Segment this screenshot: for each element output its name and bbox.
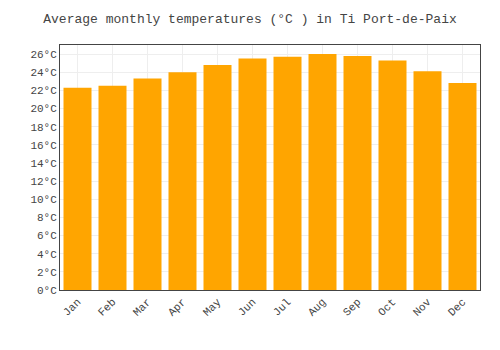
svg-text:26°C: 26°C <box>30 49 57 61</box>
svg-text:Average monthly temperatures (: Average monthly temperatures (°C ) in Ti… <box>43 12 457 27</box>
svg-text:Apr: Apr <box>166 296 188 318</box>
svg-text:6°C: 6°C <box>37 230 57 242</box>
svg-text:May: May <box>201 296 224 319</box>
svg-text:Oct: Oct <box>376 296 398 318</box>
svg-text:Dec: Dec <box>446 296 468 318</box>
svg-text:14°C: 14°C <box>30 158 57 170</box>
svg-text:Mar: Mar <box>131 296 153 318</box>
svg-text:22°C: 22°C <box>30 85 57 97</box>
svg-text:8°C: 8°C <box>37 212 57 224</box>
svg-text:20°C: 20°C <box>30 103 57 115</box>
svg-text:2°C: 2°C <box>37 267 57 279</box>
svg-text:16°C: 16°C <box>30 140 57 152</box>
svg-text:10°C: 10°C <box>30 194 57 206</box>
svg-text:24°C: 24°C <box>30 67 57 79</box>
svg-text:Jun: Jun <box>236 296 258 318</box>
svg-text:Aug: Aug <box>306 296 328 318</box>
svg-text:4°C: 4°C <box>37 249 57 261</box>
svg-text:18°C: 18°C <box>30 122 57 134</box>
svg-text:Jan: Jan <box>61 296 83 318</box>
svg-text:12°C: 12°C <box>30 176 57 188</box>
svg-text:0°C: 0°C <box>37 285 57 297</box>
svg-text:Nov: Nov <box>411 296 434 319</box>
svg-text:Feb: Feb <box>96 296 118 318</box>
svg-text:Sep: Sep <box>341 296 363 318</box>
svg-text:Jul: Jul <box>271 296 293 318</box>
